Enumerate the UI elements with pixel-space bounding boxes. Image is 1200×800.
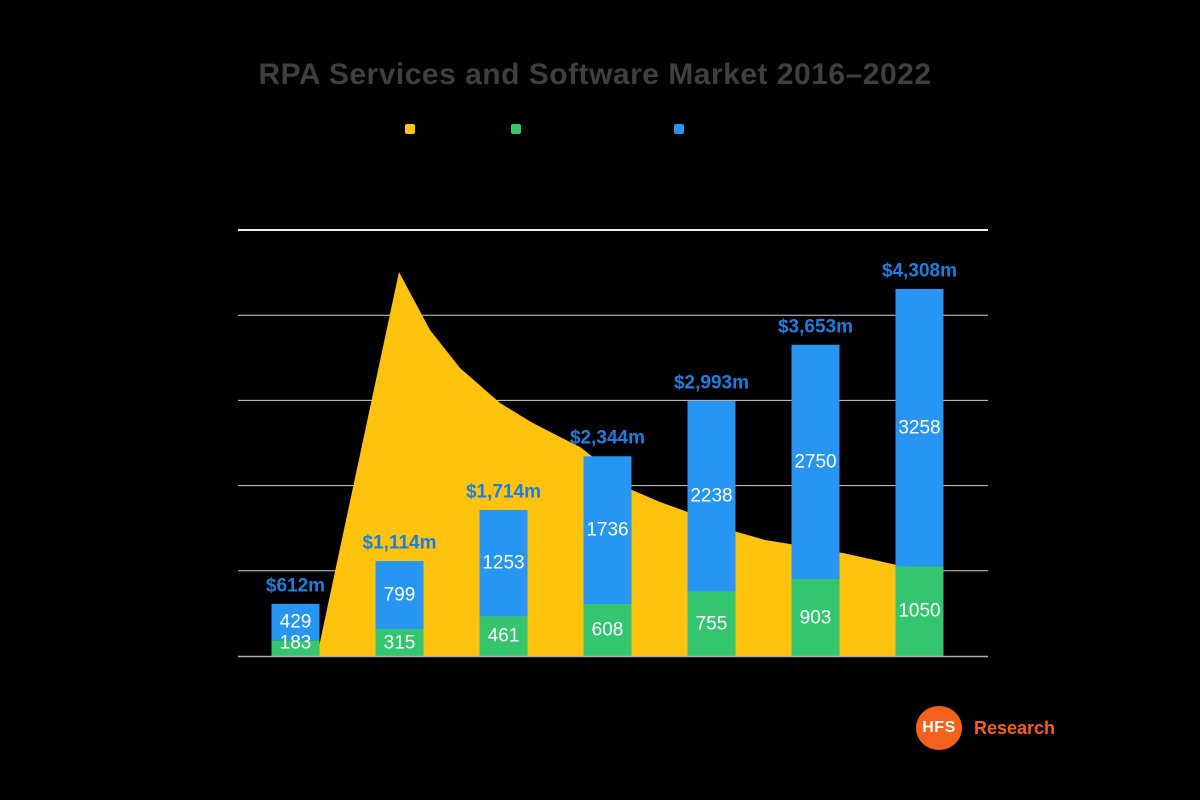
bar-blue-segment xyxy=(375,561,424,630)
bar-total-label: $2,344m xyxy=(569,427,646,449)
hfs-research-text: Research xyxy=(974,717,1056,738)
bar-blue-value-label: 3258 xyxy=(898,417,941,439)
bar-blue-value-label: 2750 xyxy=(794,451,837,473)
bar-green-segment xyxy=(375,629,424,656)
bar-total-label: $1,714m xyxy=(465,481,542,503)
hfs-logo-circle-icon: HFS xyxy=(916,706,962,750)
bar-green-segment xyxy=(583,604,632,656)
bar-blue-segment xyxy=(271,603,320,641)
bar-total-label: $612m xyxy=(265,575,326,597)
hfs-logo-text: HFS xyxy=(922,719,956,736)
bar-total-label: $2,993m xyxy=(673,372,750,394)
bar-green-value-label: 903 xyxy=(799,607,832,629)
bar-green-value-label: 183 xyxy=(279,632,312,654)
bar-green-segment xyxy=(479,616,528,656)
bar-blue-value-label: 429 xyxy=(279,611,312,633)
bar-green-value-label: 315 xyxy=(383,632,416,654)
bar-blue-segment xyxy=(791,344,840,580)
hfs-logo: HFS Research xyxy=(916,706,1055,750)
area-series-yellow xyxy=(317,272,920,656)
bar-blue-segment xyxy=(583,456,632,605)
bar-total-label: $3,653m xyxy=(777,316,854,338)
bar-green-segment xyxy=(895,566,944,656)
bar-total-label: $1,114m xyxy=(362,532,437,554)
bar-green-value-label: 755 xyxy=(695,613,728,635)
bar-green-value-label: 461 xyxy=(487,625,520,647)
chart-title: RPA Services and Software Market 2016–20… xyxy=(258,58,932,91)
bar-total-label: $4,308m xyxy=(881,260,958,282)
bar-green-segment xyxy=(791,579,840,656)
bar-green-segment xyxy=(271,640,320,656)
bar-green-value-label: 1050 xyxy=(898,600,941,622)
bar-blue-value-label: 799 xyxy=(383,584,416,606)
bar-blue-value-label: 1253 xyxy=(482,552,525,574)
legend-swatch-green xyxy=(511,124,521,134)
bar-blue-segment xyxy=(687,400,736,592)
bar-blue-segment xyxy=(895,288,944,567)
legend-swatch-yellow xyxy=(405,124,415,134)
bar-green-value-label: 608 xyxy=(591,619,624,641)
bar-blue-value-label: 2238 xyxy=(690,485,733,507)
bar-blue-segment xyxy=(479,509,528,617)
bar-blue-value-label: 1736 xyxy=(586,519,629,541)
legend-swatch-blue xyxy=(674,124,684,134)
bar-green-segment xyxy=(687,591,736,656)
